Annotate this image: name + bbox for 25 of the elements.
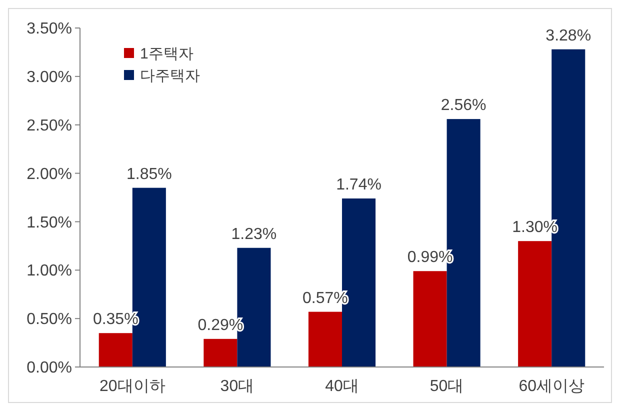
data-label: 1.23% bbox=[231, 226, 277, 243]
y-tick-label: 0.50% bbox=[26, 311, 72, 328]
x-tick-label: 50대 bbox=[430, 378, 464, 395]
x-tick-label: 20대이하 bbox=[100, 378, 166, 395]
x-tick-label: 40대 bbox=[325, 378, 359, 395]
y-tick-label: 1.00% bbox=[26, 262, 72, 280]
y-tick-label: 0.00% bbox=[26, 360, 72, 377]
legend-label: 다주택자 bbox=[140, 67, 200, 84]
x-tick-label: 60세이상 bbox=[518, 378, 584, 395]
y-tick-label: 1.50% bbox=[26, 214, 72, 232]
y-tick-label: 2.50% bbox=[26, 117, 72, 134]
data-label: 1.85% bbox=[126, 166, 172, 183]
data-label: 2.56% bbox=[440, 97, 486, 114]
data-label: 3.28% bbox=[546, 27, 592, 44]
y-tick-label: 3.50% bbox=[26, 20, 72, 38]
bar bbox=[413, 271, 447, 367]
bar bbox=[308, 312, 342, 367]
bar bbox=[518, 241, 552, 367]
bar bbox=[98, 333, 132, 367]
legend-label: 1주택자 bbox=[140, 45, 194, 62]
y-tick-label: 2.00% bbox=[26, 166, 72, 183]
bar bbox=[204, 338, 238, 367]
data-label: 1.74% bbox=[336, 176, 382, 194]
y-tick-label: 3.00% bbox=[26, 69, 72, 86]
x-tick-label: 30대 bbox=[220, 378, 254, 395]
